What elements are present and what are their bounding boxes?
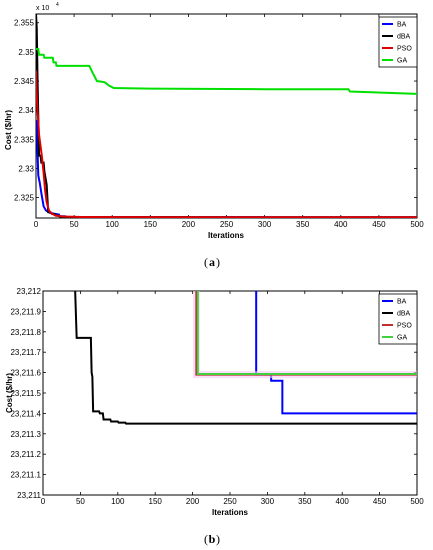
chart-b-ytick-label: 23,211.1 <box>10 471 41 480</box>
chart-b-lines <box>74 291 417 425</box>
chart-b-ytick-label: 23,211.6 <box>10 369 41 378</box>
chart-b-series-dba <box>74 291 417 425</box>
chart-b-legend-label-ba: BA <box>397 299 407 306</box>
chart-a-ytick-label: 2.35 <box>18 48 34 57</box>
chart-b-xtick-label: 450 <box>373 497 387 506</box>
chart-a-series-ga <box>36 47 417 95</box>
chart-b-legend: BA dBA PSO GA <box>378 293 418 345</box>
chart-a-multiplier-exponent: 4 <box>56 2 59 8</box>
chart-b-xtick-label: 400 <box>336 497 350 506</box>
chart-b-ytick-label: 23,211.8 <box>10 328 41 337</box>
chart-a-xtick-label: 150 <box>144 220 158 229</box>
chart-a-legend: BA dBA PSO GA <box>378 16 418 68</box>
chart-b-caption-open: ( <box>204 532 208 546</box>
chart-a-multiplier: x 10 <box>36 5 49 12</box>
chart-b-caption: b <box>209 532 216 546</box>
chart-b-legend-label-pso: PSO <box>397 323 412 330</box>
chart-b-ytick-label: 23,211.3 <box>10 430 41 439</box>
chart-a-ylabel: Cost ($/hr) <box>4 110 13 150</box>
chart-b-xtick-label: 200 <box>186 497 200 506</box>
chart-b-xlabel: Iterations <box>212 508 249 517</box>
chart-b-ytick-label: 23,211 <box>17 491 41 500</box>
chart-a-xtick-label: 350 <box>296 220 310 229</box>
chart-a: x 10 4 2.3252.332.3352.342.3452.352.355 … <box>4 2 424 269</box>
chart-a-caption-close: ) <box>216 255 220 269</box>
chart-a-legend-label-dba: dBA <box>397 34 411 41</box>
chart-b: 23,211 23,211.1 23,211.2 23,211.3 23,211.4 23… <box>5 287 424 546</box>
chart-a-ytick-label: 2.33 <box>18 164 34 173</box>
chart-a-x-ticks: 0 50 100 150 200 250 300 350 400 450 500 <box>34 14 424 229</box>
chart-a-xtick-label: 250 <box>220 220 234 229</box>
chart-a-ytick-label: 2.325 <box>14 194 35 203</box>
chart-b-ytick-label: 23,211.5 <box>10 389 41 398</box>
chart-a-xtick-label: 500 <box>410 220 424 229</box>
chart-b-xtick-label: 350 <box>298 497 312 506</box>
chart-a-legend-label-pso: PSO <box>397 46 412 53</box>
chart-a-xlabel: Iterations <box>208 231 245 240</box>
chart-a-legend-label-ba: BA <box>397 22 407 29</box>
chart-a-legend-box <box>378 16 418 68</box>
chart-b-ytick-label: 23,211.9 <box>10 307 41 316</box>
chart-b-x-ticks: 0 50 100 150 200 250 300 350 400 450 500 <box>41 291 424 506</box>
chart-b-xtick-label: 50 <box>76 497 85 506</box>
chart-b-ytick-label: 23,211.4 <box>10 409 41 418</box>
chart-a-legend-label-ga: GA <box>397 58 407 65</box>
chart-b-legend-label-dba: dBA <box>397 311 411 318</box>
chart-a-xtick-label: 200 <box>182 220 196 229</box>
chart-b-ytick-label: 23,211.2 <box>10 450 41 459</box>
chart-a-xtick-label: 0 <box>34 220 39 229</box>
chart-b-y-ticks: 23,211 23,211.1 23,211.2 23,211.3 23,211.4 23… <box>10 287 417 500</box>
chart-b-xtick-label: 150 <box>149 497 163 506</box>
chart-b-xtick-label: 500 <box>410 497 424 506</box>
chart-b-plot-area <box>42 290 418 496</box>
chart-a-ytick-label: 2.34 <box>18 106 34 115</box>
chart-a-ytick-label: 2.345 <box>14 77 35 86</box>
chart-a-xtick-label: 300 <box>258 220 272 229</box>
chart-b-caption-close: ) <box>216 532 220 546</box>
chart-a-xtick-label: 100 <box>106 220 120 229</box>
chart-a-xtick-label: 50 <box>70 220 79 229</box>
chart-a-series-pso <box>36 70 417 218</box>
chart-a-xtick-label: 450 <box>372 220 386 229</box>
chart-b-series-ga <box>196 291 417 376</box>
chart-b-legend-box <box>378 293 418 345</box>
chart-a-xtick-label: 400 <box>334 220 348 229</box>
chart-b-xtick-label: 100 <box>111 497 125 506</box>
chart-a-caption-open: ( <box>204 255 208 269</box>
chart-b-ytick-label: 23,211.7 <box>10 348 41 357</box>
chart-b-ytick-label: 23,212 <box>17 287 42 296</box>
chart-a-caption: a <box>209 255 215 269</box>
chart-a-lines <box>36 14 417 218</box>
chart-b-legend-label-ga: GA <box>397 335 407 342</box>
chart-b-xtick-label: 250 <box>223 497 237 506</box>
chart-b-xtick-label: 0 <box>41 497 46 506</box>
chart-b-ylabel: Cost ($/hr) <box>5 373 14 413</box>
chart-a-ytick-label: 2.355 <box>14 19 35 28</box>
chart-a-ytick-label: 2.335 <box>14 135 35 144</box>
chart-b-xtick-label: 300 <box>261 497 275 506</box>
chart-a-plot-area <box>35 13 418 219</box>
